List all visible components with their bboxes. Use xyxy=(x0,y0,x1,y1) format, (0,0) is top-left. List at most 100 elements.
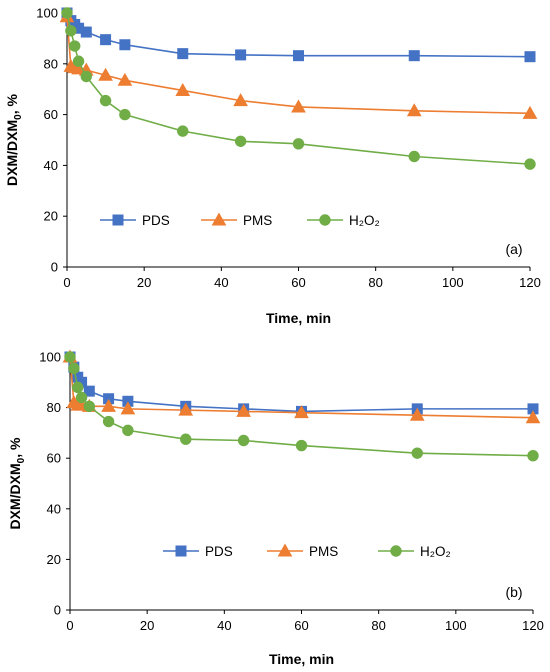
x-tick-label: 120 xyxy=(519,275,541,290)
legend-entry: PDS xyxy=(163,544,233,559)
data-point xyxy=(234,135,247,147)
data-point xyxy=(409,407,425,421)
legend-marker xyxy=(175,545,187,557)
data-point xyxy=(101,398,116,412)
data-point xyxy=(291,99,306,113)
data-point xyxy=(178,402,194,416)
y-tick-label: 40 xyxy=(44,158,58,173)
series-line xyxy=(66,12,531,58)
data-point xyxy=(80,70,92,83)
x-tick-label: 60 xyxy=(291,275,305,290)
y-tick-label: 40 xyxy=(47,501,61,516)
y-tick-label: 0 xyxy=(51,260,58,275)
y-tick-label: 100 xyxy=(39,350,61,365)
data-point xyxy=(75,391,88,404)
data-point xyxy=(233,93,248,107)
y-axis-title: DXM/DXM0, % xyxy=(7,437,27,529)
legend-label: PMS xyxy=(309,544,338,559)
data-point xyxy=(83,385,95,397)
series-triangle xyxy=(62,349,541,424)
legend-marker xyxy=(319,214,331,226)
series-circle xyxy=(61,7,536,170)
data-point xyxy=(99,94,112,107)
legend-marker xyxy=(277,543,293,557)
x-tick-label: 80 xyxy=(368,275,382,290)
y-tick-label: 60 xyxy=(47,451,61,466)
y-tick-label: 60 xyxy=(44,107,58,122)
data-point xyxy=(292,138,305,150)
data-point xyxy=(98,67,113,81)
y-tick-label: 20 xyxy=(44,209,58,224)
data-point xyxy=(119,39,131,51)
x-tick-label: 100 xyxy=(445,618,467,633)
y-tick-label: 0 xyxy=(54,603,61,618)
data-point xyxy=(408,50,420,62)
legend-label: PDS xyxy=(205,544,233,559)
legend-marker xyxy=(112,214,124,226)
data-point xyxy=(64,351,76,363)
data-point xyxy=(65,25,77,37)
data-point xyxy=(180,433,192,445)
data-point xyxy=(177,48,189,60)
x-axis-title: Time, min xyxy=(269,651,334,667)
data-point xyxy=(120,401,136,415)
y-axis-title: DXM/DXM0, % xyxy=(4,93,24,185)
data-point xyxy=(525,410,541,424)
data-point xyxy=(100,34,112,46)
x-tick-label: 80 xyxy=(371,618,385,633)
data-point xyxy=(102,415,115,428)
legend-entry: H₂O₂ xyxy=(378,544,451,559)
panel-label: (a) xyxy=(505,241,522,257)
data-point xyxy=(527,449,539,462)
data-point xyxy=(80,26,92,38)
data-point xyxy=(237,434,250,447)
legend-marker xyxy=(390,545,402,557)
data-point xyxy=(411,447,423,459)
data-point xyxy=(83,400,95,413)
legend-label: H₂O₂ xyxy=(349,213,380,228)
data-point xyxy=(235,49,247,61)
data-point xyxy=(522,105,538,119)
data-point xyxy=(175,82,191,96)
data-point xyxy=(236,403,251,417)
chart-panel-b: 0 20 40 60 80 100 0 20 40 60 80 100 120 Time, min DXM/… xyxy=(7,349,544,667)
x-tick-label: 0 xyxy=(66,618,73,633)
series-circle xyxy=(64,351,539,462)
data-point xyxy=(294,405,309,419)
series-triangle xyxy=(59,9,538,119)
data-point xyxy=(408,150,420,163)
series-square xyxy=(61,7,536,63)
data-point xyxy=(117,72,133,86)
data-point xyxy=(119,108,131,121)
legend-entry: H₂O₂ xyxy=(307,213,380,228)
x-tick-label: 20 xyxy=(137,275,151,290)
y-tick-label: 100 xyxy=(36,6,58,21)
chart-panel-a: 0 20 40 60 80 100 0 20 40 60 80 100 120 Time, min DXM/… xyxy=(4,6,541,327)
data-point xyxy=(72,55,85,67)
legend-marker xyxy=(211,212,227,226)
x-tick-label: 120 xyxy=(522,618,544,633)
data-point xyxy=(122,424,134,437)
series-line xyxy=(66,16,531,115)
series-line xyxy=(69,356,533,413)
panel-label: (b) xyxy=(505,584,522,600)
x-tick-label: 20 xyxy=(140,618,154,633)
data-point xyxy=(68,362,80,375)
legend-entry: PMS xyxy=(267,543,338,559)
legend-label: H₂O₂ xyxy=(420,544,451,559)
x-tick-label: 40 xyxy=(217,618,231,633)
y-tick-label: 80 xyxy=(44,56,58,71)
data-point xyxy=(61,7,73,19)
data-point xyxy=(406,103,422,117)
x-axis-title: Time, min xyxy=(266,310,331,326)
x-tick-label: 0 xyxy=(63,275,70,290)
legend-entry: PDS xyxy=(100,213,170,228)
data-point xyxy=(177,125,189,137)
data-point xyxy=(72,381,84,394)
x-tick-label: 40 xyxy=(214,275,228,290)
data-point xyxy=(293,50,304,62)
data-point xyxy=(524,51,536,63)
data-point xyxy=(524,158,536,170)
y-tick-label: 80 xyxy=(47,400,61,415)
